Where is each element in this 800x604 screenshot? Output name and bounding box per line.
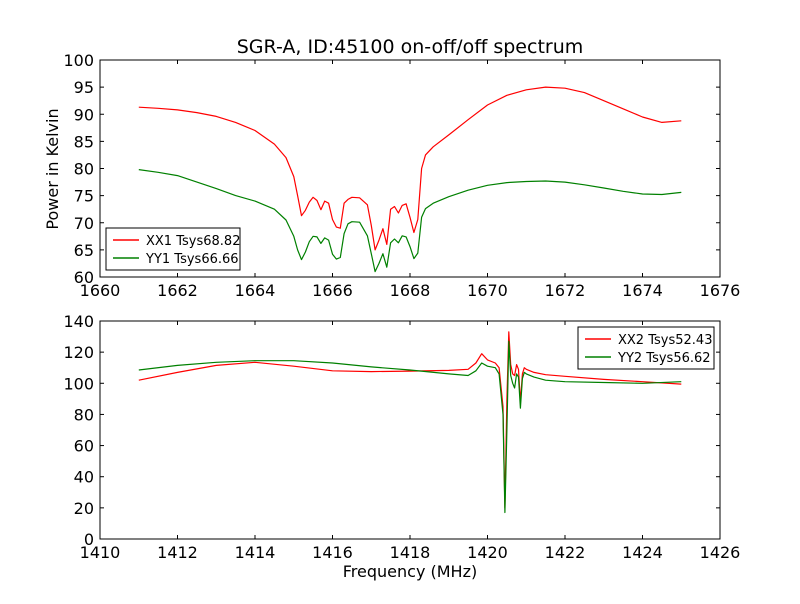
x-tick-label: 1410 (80, 543, 121, 562)
y-tick-label: 85 (74, 132, 94, 151)
legend-2: XX2 Tsys52.43 YY2 Tsys56.62 (577, 326, 715, 370)
x-tick-label: 1672 (545, 281, 586, 300)
x-tick-label: 1666 (312, 281, 353, 300)
x-axis-title: Frequency (MHz) (343, 562, 477, 581)
panel-2-series (138, 331, 682, 514)
series-line-1-2 (138, 169, 682, 273)
y-tick-label: 70 (74, 214, 94, 233)
x-tick-label: 1660 (80, 281, 121, 300)
legend-label: XX2 Tsys52.43 (618, 333, 712, 348)
panel-2: 1410 1412 1414 1416 1418 1420 1422 1424 1426 0 20 4… (63, 312, 740, 562)
x-tick-label: 1670 (467, 281, 508, 300)
x-tick-label: 1426 (700, 543, 741, 562)
x-tick-label: 1422 (545, 543, 586, 562)
y-tick-label: 100 (63, 374, 94, 393)
x-tick-label: 1674 (622, 281, 663, 300)
y-tick-label: 0 (84, 530, 94, 549)
x-tick-label: 1676 (700, 281, 741, 300)
y-tick-label: 40 (74, 468, 94, 487)
y-tick-label: 100 (63, 51, 94, 70)
y-tick-label: 60 (74, 268, 94, 287)
y-tick-label: 65 (74, 241, 94, 260)
legend-label: YY1 Tsys66.66 (145, 252, 239, 267)
legend-box (105, 227, 241, 271)
chart-panels: 1660 1662 1664 1666 1668 1670 1672 1674 1676 60 65… (63, 51, 740, 562)
legend-label: XX1 Tsys68.82 (146, 234, 240, 249)
y-tick-label: 140 (63, 312, 94, 331)
x-tick-label: 1416 (312, 543, 353, 562)
y-tick-label: 75 (74, 187, 94, 206)
y-tick-label: 80 (74, 405, 94, 424)
panel-1: 1660 1662 1664 1666 1668 1670 1672 1674 1676 60 65… (63, 51, 740, 300)
x-tick-label: 1412 (157, 543, 198, 562)
legend-1: XX1 Tsys68.82 YY1 Tsys66.66 (105, 227, 241, 271)
y-tick-label: 60 (74, 437, 94, 456)
x-tick-label: 1420 (467, 543, 508, 562)
x-tick-label: 1662 (157, 281, 198, 300)
legend-box (577, 326, 715, 370)
series-line-2-2 (138, 340, 682, 514)
x-tick-label: 1668 (390, 281, 431, 300)
y-axis-title: Power in Kelvin (43, 108, 62, 229)
y-tick-label: 90 (74, 105, 94, 124)
x-tick-label: 1424 (622, 543, 663, 562)
y-tick-label: 80 (74, 160, 94, 179)
chart-title: SGR-A, ID:45100 on-off/off spectrum (237, 36, 584, 58)
y-tick-label: 120 (63, 343, 94, 362)
legend-label: YY2 Tsys56.62 (617, 351, 711, 366)
x-tick-label: 1414 (235, 543, 276, 562)
panel-1-series (138, 86, 682, 273)
x-tick-label: 1664 (235, 281, 276, 300)
series-line-1-1 (138, 86, 682, 251)
x-tick-label: 1418 (390, 543, 431, 562)
y-tick-label: 20 (74, 499, 94, 518)
y-tick-label: 95 (74, 78, 94, 97)
